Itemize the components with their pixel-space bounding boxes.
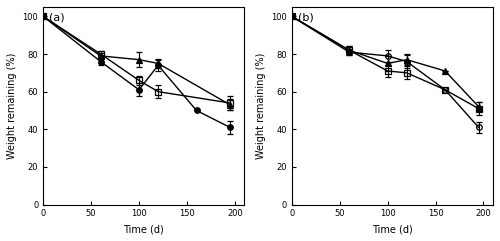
Y-axis label: Weight remaining (%): Weight remaining (%) xyxy=(7,53,17,159)
Text: (b): (b) xyxy=(298,13,314,23)
Text: (a): (a) xyxy=(49,13,65,23)
X-axis label: Time (d): Time (d) xyxy=(372,224,413,234)
X-axis label: Time (d): Time (d) xyxy=(124,224,164,234)
Y-axis label: Weight remaining (%): Weight remaining (%) xyxy=(256,53,266,159)
